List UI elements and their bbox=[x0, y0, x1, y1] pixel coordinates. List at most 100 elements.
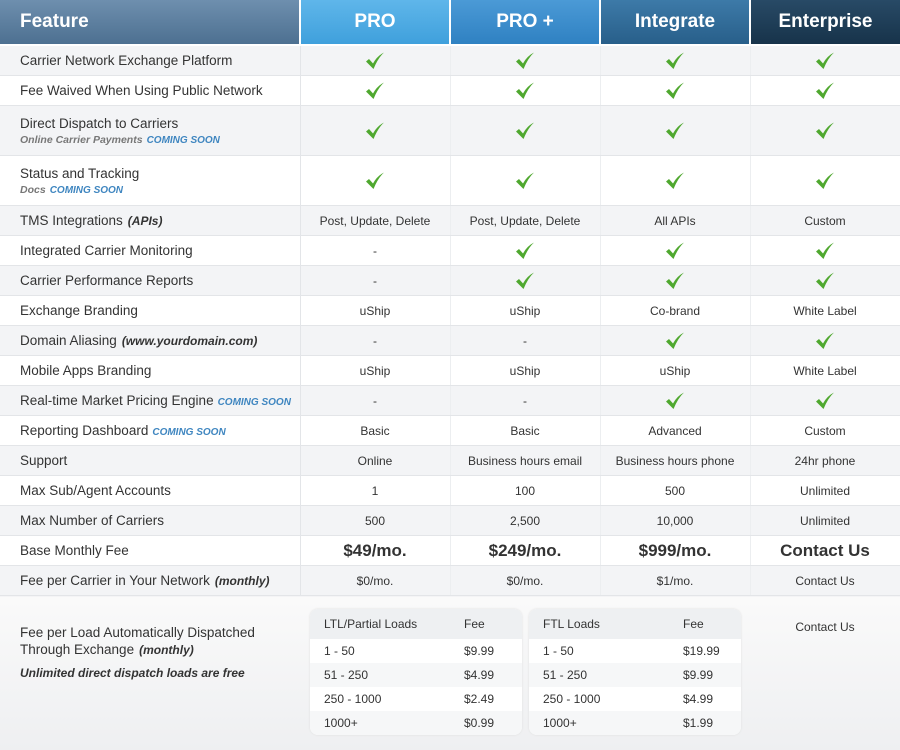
cell-value: Custom bbox=[804, 423, 846, 438]
plan-cell: Contact Us bbox=[750, 565, 900, 596]
feature-row: Mobile Apps Branding uShip uShip uShip White… bbox=[0, 355, 900, 386]
cell-value: uShip bbox=[509, 303, 541, 318]
feature-cell: Fee per Carrier in Your Network (monthly) bbox=[0, 565, 301, 596]
dispatch-note: Unlimited direct dispatch loads are free bbox=[20, 666, 245, 680]
plan-cell bbox=[600, 385, 751, 416]
feature-row: Status and Tracking Docs COMING SOON bbox=[0, 155, 900, 206]
plan-cell bbox=[450, 45, 601, 76]
feature-note: Docs COMING SOON bbox=[20, 184, 300, 196]
plan-cell: $1/mo. bbox=[600, 565, 751, 596]
check-icon bbox=[516, 122, 534, 139]
cell-value: 500 bbox=[364, 513, 386, 528]
fee-cell: $2.49 bbox=[464, 692, 495, 706]
dispatch-feature: Fee per Load Automatically Dispatched Th… bbox=[0, 595, 300, 750]
note-text: Online Carrier Payments bbox=[20, 133, 143, 146]
feature-label: Exchange Branding bbox=[20, 303, 138, 318]
plan-cell: White Label bbox=[750, 355, 900, 386]
cell-value: 2,500 bbox=[509, 513, 541, 528]
check-icon bbox=[666, 272, 684, 289]
cell-value: - bbox=[373, 273, 377, 288]
fee-cell: 51 - 250 bbox=[324, 668, 369, 682]
plan-cell: Custom bbox=[750, 415, 900, 446]
plan-cell: Advanced bbox=[600, 415, 751, 446]
feature-cell: Max Number of Carriers bbox=[0, 505, 301, 536]
plan-cell: Unlimited bbox=[750, 475, 900, 506]
feature-qualifier: (APIs) bbox=[127, 214, 163, 228]
feature-qualifier: (www.yourdomain.com) bbox=[121, 334, 258, 348]
feature-label: Real-time Market Pricing Engine bbox=[20, 393, 214, 408]
plan-cell: Post, Update, Delete bbox=[450, 205, 601, 236]
header-plan: Integrate bbox=[600, 0, 751, 46]
fee-table: FTL Loads Fee 1 - 50 $19.99 51 - 250 $9.99 250… bbox=[529, 609, 741, 735]
cell-value: Custom bbox=[804, 213, 846, 228]
plan-cell: - bbox=[300, 265, 451, 296]
plan-cell bbox=[600, 155, 751, 206]
feature-cell: Direct Dispatch to Carriers Online Carrie… bbox=[0, 105, 301, 156]
plan-cell: - bbox=[300, 385, 451, 416]
plan-cell: Post, Update, Delete bbox=[300, 205, 451, 236]
feature-cell: Integrated Carrier Monitoring bbox=[0, 235, 301, 266]
check-icon bbox=[666, 332, 684, 349]
check-icon bbox=[816, 82, 834, 99]
plan-cell bbox=[300, 105, 451, 156]
plan-cell bbox=[750, 265, 900, 296]
plan-cell: Custom bbox=[750, 205, 900, 236]
feature-cell: Status and Tracking Docs COMING SOON bbox=[0, 155, 301, 206]
plan-cell bbox=[750, 75, 900, 106]
check-icon bbox=[366, 52, 384, 69]
plan-cell: 10,000 bbox=[600, 505, 751, 536]
check-icon bbox=[816, 392, 834, 409]
feature-cell: Max Sub/Agent Accounts bbox=[0, 475, 301, 506]
fee-cell: $4.99 bbox=[464, 668, 495, 682]
column-header: Fee bbox=[683, 617, 704, 631]
fee-cell: 250 - 1000 bbox=[324, 692, 382, 706]
plan-cell: Basic bbox=[300, 415, 451, 446]
fee-table-row: 250 - 1000 $2.49 bbox=[310, 687, 522, 711]
cell-value: uShip bbox=[659, 363, 691, 378]
plan-cell: - bbox=[300, 235, 451, 266]
fee-table: LTL/Partial Loads Fee 1 - 50 $9.99 51 - 250 $… bbox=[310, 609, 522, 735]
feature-label: Max Sub/Agent Accounts bbox=[20, 483, 171, 498]
feature-cell: Base Monthly Fee bbox=[0, 535, 301, 566]
feature-label: TMS Integrations bbox=[20, 213, 123, 228]
fee-cell: $1.99 bbox=[683, 716, 714, 730]
plan-cell bbox=[750, 45, 900, 76]
feature-cell: Carrier Performance Reports bbox=[0, 265, 301, 296]
check-icon bbox=[816, 242, 834, 259]
plan-cell bbox=[300, 75, 451, 106]
cell-value: Unlimited bbox=[799, 513, 850, 528]
header-plan: Enterprise bbox=[750, 0, 900, 46]
feature-qualifier: (monthly) bbox=[214, 574, 270, 588]
feature-row: Max Sub/Agent Accounts 1 100 500 Unlimited bbox=[0, 475, 900, 506]
plan-cell: - bbox=[450, 385, 601, 416]
coming-soon-tag: COMING SOON bbox=[152, 427, 226, 438]
plan-cell: All APIs bbox=[600, 205, 751, 236]
plan-cell: Business hours phone bbox=[600, 445, 751, 476]
fee-table-row: 1 - 50 $9.99 bbox=[310, 639, 522, 663]
cell-value: $49/mo. bbox=[343, 540, 407, 560]
plan-cell bbox=[300, 45, 451, 76]
plan-cell bbox=[750, 105, 900, 156]
check-icon bbox=[516, 52, 534, 69]
plan-cell: Online bbox=[300, 445, 451, 476]
feature-cell: TMS Integrations (APIs) bbox=[0, 205, 301, 236]
check-icon bbox=[366, 172, 384, 189]
cell-value: Post, Update, Delete bbox=[319, 213, 431, 228]
enterprise-cell: Contact Us bbox=[750, 595, 900, 750]
dispatch-label: Fee per Load Automatically Dispatched Th… bbox=[0, 596, 300, 682]
fee-table-row: 1 - 50 $19.99 bbox=[529, 639, 741, 663]
column-header: FTL Loads bbox=[543, 617, 600, 631]
feature-label: Fee Waived When Using Public Network bbox=[20, 83, 263, 98]
plan-cell: $0/mo. bbox=[300, 565, 451, 596]
check-icon bbox=[666, 172, 684, 189]
plan-cell: $0/mo. bbox=[450, 565, 601, 596]
plan-cell bbox=[750, 155, 900, 206]
plan-cell: 100 bbox=[450, 475, 601, 506]
cell-value: - bbox=[523, 393, 527, 408]
plan-cell bbox=[600, 325, 751, 356]
feature-row: Real-time Market Pricing Engine COMING SO… bbox=[0, 385, 900, 416]
feature-row: Exchange Branding uShip uShip Co-brand White… bbox=[0, 295, 900, 326]
check-icon bbox=[816, 122, 834, 139]
plan-cell bbox=[450, 235, 601, 266]
